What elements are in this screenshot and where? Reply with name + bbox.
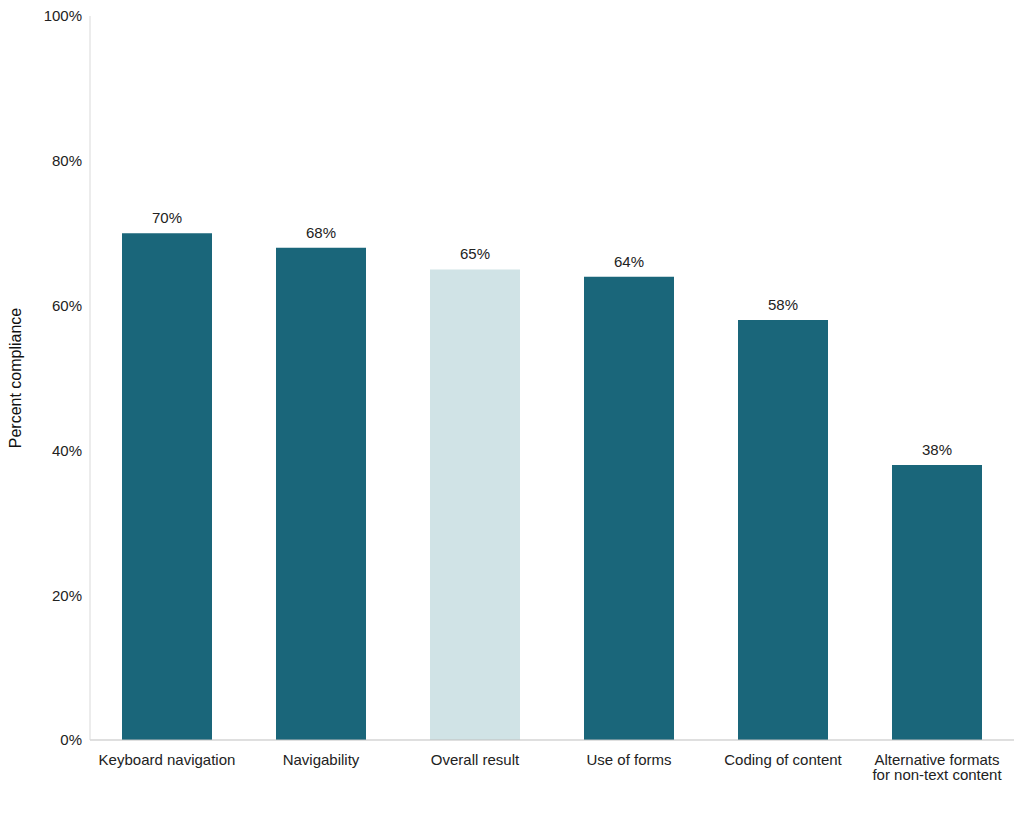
svg-text:64%: 64%	[614, 253, 644, 270]
svg-text:Coding of content: Coding of content	[724, 751, 842, 768]
svg-text:58%: 58%	[768, 296, 798, 313]
svg-text:40%: 40%	[52, 442, 82, 459]
svg-text:Percent compliance: Percent compliance	[8, 308, 24, 449]
svg-text:Use of forms: Use of forms	[586, 751, 671, 768]
svg-text:38%: 38%	[922, 441, 952, 458]
svg-text:68%: 68%	[306, 224, 336, 241]
svg-text:70%: 70%	[152, 209, 182, 226]
svg-text:0%: 0%	[60, 731, 82, 748]
svg-text:20%: 20%	[52, 587, 82, 604]
svg-text:65%: 65%	[460, 245, 490, 262]
svg-text:100%: 100%	[44, 7, 82, 24]
svg-text:60%: 60%	[52, 297, 82, 314]
svg-text:Keyboard navigation: Keyboard navigation	[99, 751, 236, 768]
svg-text:Overall result: Overall result	[431, 751, 520, 768]
svg-text:Navigability: Navigability	[283, 751, 360, 768]
svg-text:Alternative formatsfor non-tex: Alternative formatsfor non-text content	[872, 751, 1002, 783]
svg-text:80%: 80%	[52, 152, 82, 169]
